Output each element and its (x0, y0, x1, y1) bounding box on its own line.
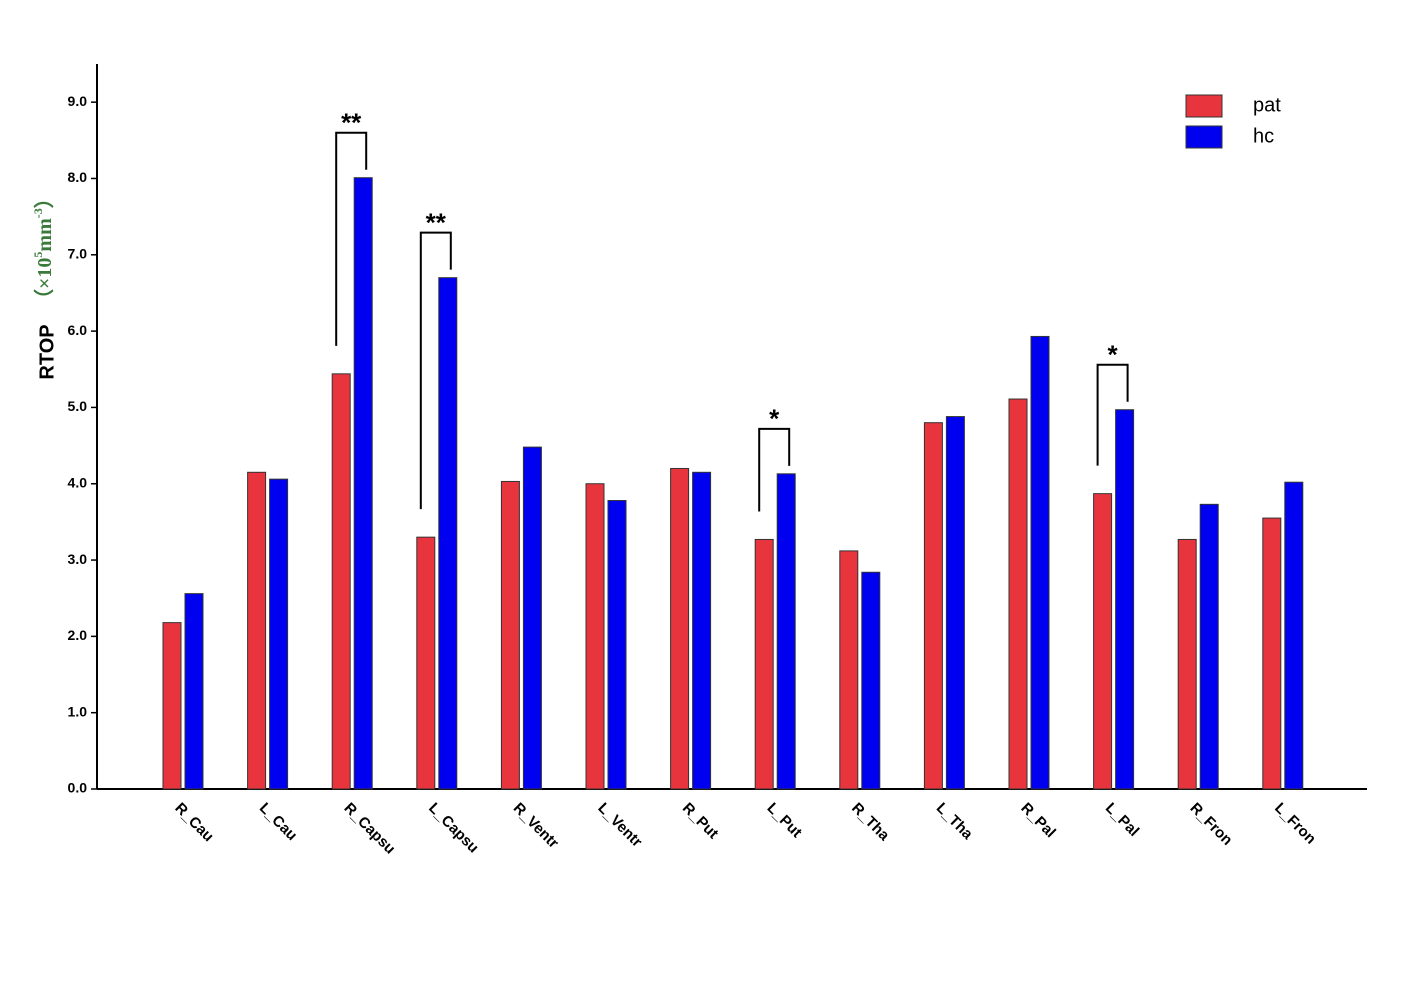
x-tick-label: R_Put (679, 800, 722, 843)
y-unit-part: mm (34, 218, 56, 252)
y-tick-label: 4.0 (68, 474, 88, 490)
y-tick-label: 2.0 (68, 627, 88, 643)
x-tick-label: L_Ventr (594, 800, 645, 851)
x-tick-label: R_Capsu (341, 800, 399, 858)
y-tick-label: 5.0 (68, 398, 88, 414)
bar (776, 473, 796, 790)
legend-swatch (1185, 125, 1223, 149)
x-tick-label: L_Tha (933, 800, 977, 844)
y-unit-part: （×10 (33, 258, 56, 309)
bar (585, 483, 605, 790)
x-tick-label: R_Pal (1017, 800, 1059, 842)
significance-bracket (758, 427, 791, 512)
significance-bracket (335, 131, 368, 346)
bar (692, 471, 712, 790)
y-unit-part: ） (33, 188, 56, 208)
significance-label: ** (426, 208, 447, 238)
y-tick-label: 1.0 (68, 703, 88, 719)
bar (1008, 398, 1028, 790)
significance-bracket (1096, 363, 1129, 466)
bar (522, 446, 542, 790)
bar (162, 622, 182, 790)
y-unit-part: 5 (31, 252, 45, 258)
bar (331, 373, 351, 790)
bar (839, 550, 859, 790)
y-tick-label: 0.0 (68, 780, 88, 796)
y-tick-label: 6.0 (68, 322, 88, 338)
bar (247, 471, 267, 790)
bar (269, 478, 289, 790)
bar (353, 177, 373, 790)
bar (1284, 481, 1304, 790)
bar (1093, 493, 1113, 790)
x-tick-label: L_Put (764, 800, 805, 841)
x-tick-label: R_Fron (1187, 800, 1236, 849)
x-tick-label: L_Fron (1271, 800, 1319, 848)
significance-label: * (769, 404, 780, 434)
bar (945, 416, 965, 790)
bar (500, 480, 520, 790)
legend-label: pat (1253, 94, 1281, 116)
y-axis-label: RTOP (36, 324, 58, 379)
y-tick-label: 8.0 (68, 169, 88, 185)
y-tick-label: 3.0 (68, 551, 88, 567)
bar (1199, 503, 1219, 790)
bar (923, 422, 943, 790)
bar (1115, 409, 1135, 790)
bar (754, 538, 774, 790)
x-tick-label: R_Cau (171, 800, 217, 846)
legend-swatch (1185, 94, 1223, 118)
bar (607, 500, 627, 790)
significance-bracket (419, 231, 452, 510)
significance-label: * (1108, 340, 1119, 370)
bar (438, 277, 458, 790)
x-tick-label: R_Ventr (510, 800, 562, 852)
y-tick-label: 9.0 (68, 93, 88, 109)
legend-label: hc (1253, 125, 1274, 147)
x-tick-label: L_Pal (1102, 800, 1142, 840)
significance-label: ** (341, 108, 362, 138)
y-tick-label: 7.0 (68, 245, 88, 261)
bar (670, 467, 690, 790)
x-tick-label: L_Cau (256, 800, 300, 844)
bar (416, 536, 436, 790)
bar (861, 571, 881, 790)
y-unit-part: -3 (31, 208, 45, 218)
bar (1030, 335, 1050, 790)
y-axis-unit: （×105mm-3） (31, 188, 56, 309)
bar (1262, 517, 1282, 790)
bar (184, 593, 204, 790)
bar (1177, 538, 1197, 790)
x-tick-label: L_Capsu (425, 800, 482, 857)
x-tick-label: R_Tha (848, 800, 893, 845)
